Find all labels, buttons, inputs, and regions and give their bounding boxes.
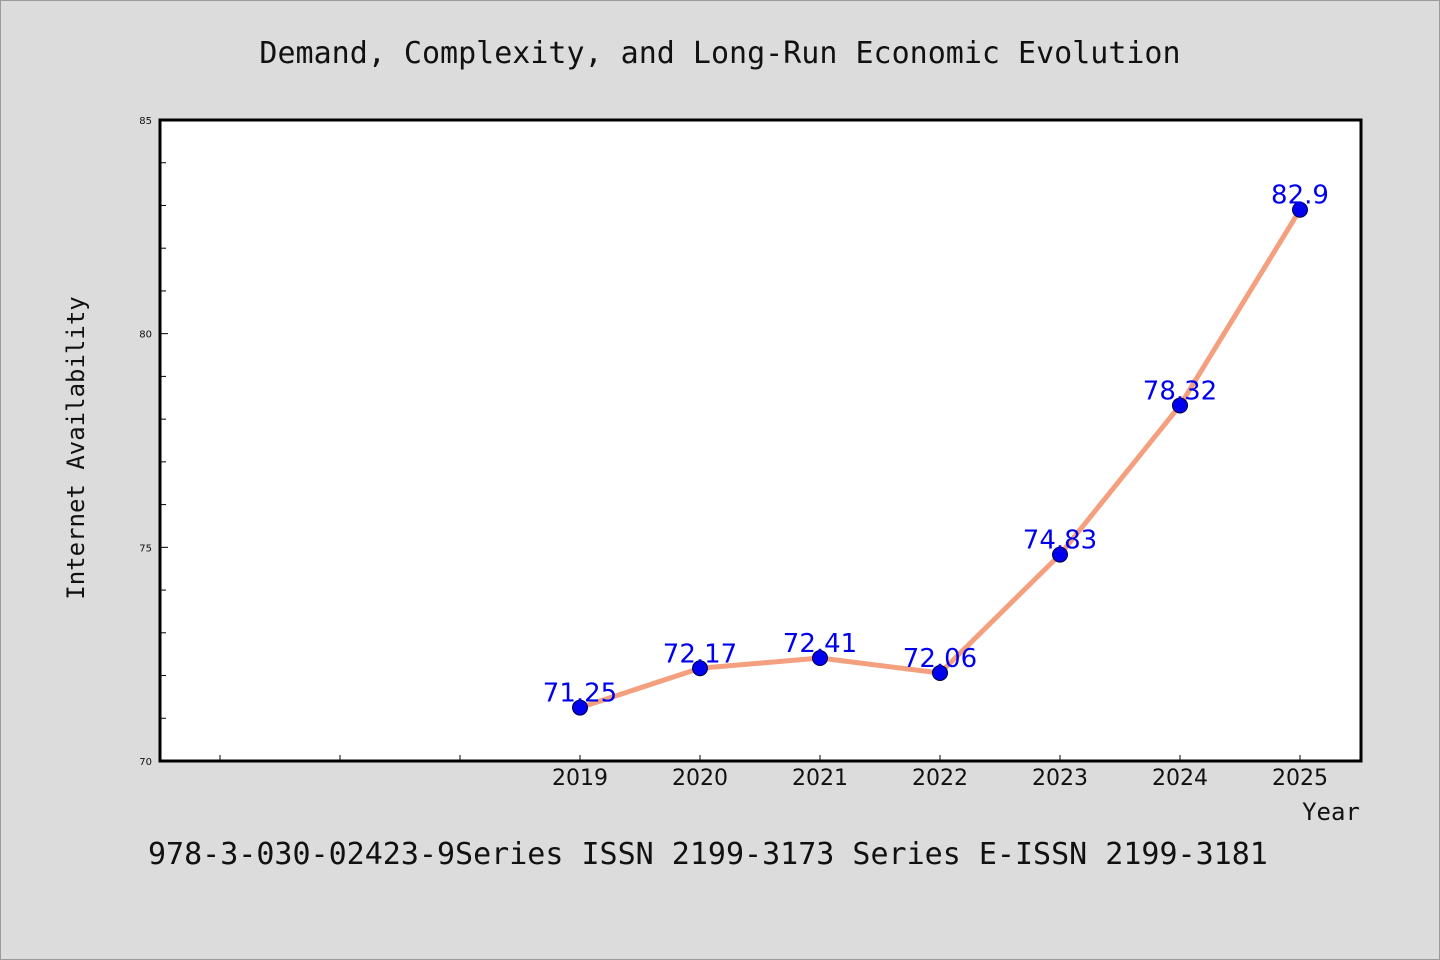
data-label: 71.25 (543, 679, 617, 709)
data-point (572, 699, 588, 716)
data-labels-group: 71.25 72.17 72.41 72.06 74.83 78.32 82.9 (543, 181, 1329, 709)
x-tick-label: 2024 (1152, 766, 1208, 791)
data-label: 82.9 (1271, 181, 1329, 211)
data-label: 72.06 (903, 644, 977, 674)
data-label: 74.83 (1023, 526, 1097, 556)
series-line-group (572, 201, 1308, 716)
x-tick-label: 2022 (912, 766, 968, 791)
data-label: 72.41 (783, 629, 857, 659)
plot-border (158, 118, 1363, 763)
data-label: 78.32 (1143, 376, 1217, 406)
data-point (1292, 201, 1308, 218)
y-tick-label: 70 (139, 757, 152, 768)
data-point (812, 650, 828, 667)
y-tick-label: 85 (139, 116, 152, 127)
data-label: 72.17 (663, 639, 737, 669)
data-point (692, 660, 708, 677)
x-tick-label: 2020 (672, 766, 728, 791)
footer-isbn-text: 978-3-030-02423-9Series ISSN 2199-3173 S… (148, 837, 1268, 872)
data-point (1172, 397, 1188, 414)
y-tick-label: 75 (139, 543, 152, 554)
x-tick-label: 2023 (1032, 766, 1088, 791)
data-point (1052, 546, 1068, 563)
x-axis-label: Year (1302, 798, 1360, 826)
data-point (932, 664, 948, 681)
y-tick-label: 80 (139, 330, 152, 341)
x-tick-label: 2025 (1272, 766, 1328, 791)
chart-title: Demand, Complexity, and Long-Run Economi… (259, 36, 1180, 71)
plot-area (160, 120, 1361, 761)
x-tick-label: 2019 (552, 766, 608, 791)
x-tick-label: 2021 (792, 766, 848, 791)
y-axis-label: Internet Availability (62, 296, 90, 599)
